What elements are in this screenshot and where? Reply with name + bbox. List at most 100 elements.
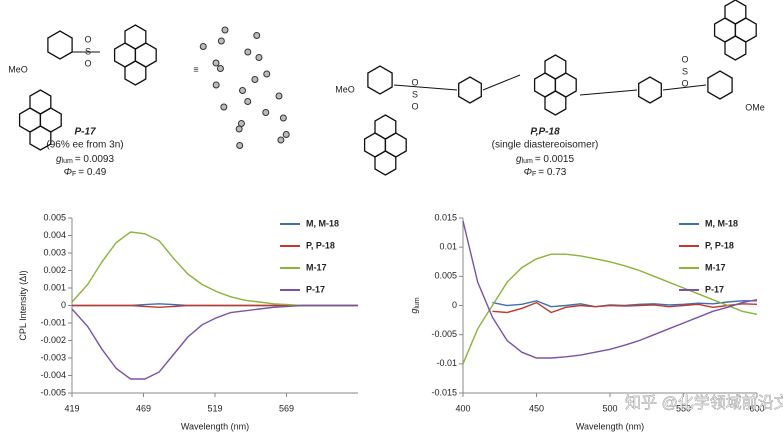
series-line [462,253,758,365]
ring [29,125,52,151]
compound-phi: ΦF = 0.73 [524,167,567,178]
y-tick-label: 0 [61,300,66,310]
legend-label: P-17 [705,284,724,294]
ring [724,35,747,61]
x-tick-label: 500 [602,403,617,413]
series-line [492,301,758,314]
x-tick-label: 419 [64,403,79,413]
atom-label: O [84,34,91,44]
ring [29,89,52,115]
value: = 0.0093 [75,154,115,165]
atom-label: O [411,101,418,111]
bond [393,74,707,96]
atom [277,136,285,144]
atom [216,65,224,72]
atom [262,109,270,116]
legend-label: M-17 [306,262,327,272]
atom-label: S [85,46,91,56]
y-label-sub: lum [414,297,421,308]
y-tick-label: -0.002 [40,335,66,345]
y-tick-label: -0.01 [436,358,457,368]
atom [253,32,261,39]
legend-label: M, M-18 [306,218,339,228]
legend-label: M, M-18 [705,218,738,228]
ring [638,76,662,104]
compound-phi: ΦF = 0.49 [64,167,107,178]
atom [239,87,247,94]
compound-name: P-17 [74,127,96,138]
atom [244,98,252,105]
equiv: ≡ [193,64,198,74]
ring [544,54,567,80]
ring [124,60,147,86]
series-line [72,304,358,309]
atom [236,142,244,149]
atom-label: MeO [335,84,355,94]
ring [724,0,747,25]
compound-name: P,P-18 [530,127,560,138]
ring [367,65,393,95]
y-tick-label: 0.005 [434,271,457,281]
ring [458,76,482,104]
atom-label: S [412,89,418,99]
atom [212,59,220,67]
ring [374,150,397,176]
y-tick-label: -0.015 [431,387,457,397]
x-tick-label: 450 [529,403,544,413]
subscript: lum [62,158,73,165]
value: = 0.0015 [535,154,575,165]
atom-label: O [411,77,418,87]
atom-label: MeO [8,64,28,74]
y-tick-label: -0.005 [40,387,66,397]
compound-note: (96% ee from 3n) [46,140,123,151]
ring [47,30,73,60]
y-tick-label: 0.004 [43,230,66,240]
atom [263,70,271,78]
atom [217,37,225,45]
y-tick-label: -0.001 [40,317,66,327]
atom [199,43,207,50]
x-axis-label: Wavelength (nm) [576,421,644,431]
y-tick-label: 0 [452,300,457,310]
y-tick-label: 0.015 [434,212,457,222]
subscript: F [532,171,536,178]
y-label-main: g [409,309,419,314]
compound-note: (single diastereoisomer) [492,140,599,151]
atom-label: O [681,78,688,88]
atom [251,76,259,83]
atom [220,103,228,111]
atom [221,26,229,34]
symbol: Φ [64,167,72,178]
x-tick-label: 600 [749,403,764,413]
legend-label: P, P-18 [306,240,335,250]
x-tick-label: 469 [136,403,151,413]
atom-label: O [84,58,91,68]
ring [544,90,567,116]
y-tick-label: -0.003 [40,352,66,362]
value: = 0.73 [538,167,567,178]
atom [282,131,290,138]
atom [235,125,243,133]
subscript: F [72,171,76,178]
y-tick-label: 0.001 [43,282,66,292]
legend-label: M-17 [705,262,726,272]
y-label-main: CPL Intensity (ΔI) [18,270,28,340]
compound-glum: glum = 0.0015 [516,154,574,165]
chart: 0.015 0.01 0.005 0 -0.005 -0.01 -0.015 400 450 50… [409,212,764,431]
y-axis-label: glum [409,297,420,313]
y-tick-label: 0.005 [43,212,66,222]
series-line [71,304,358,380]
symbol: g [56,154,62,165]
atom [275,92,283,100]
series-line [462,220,758,359]
atom-label: O [681,54,688,64]
y-tick-label: 0.003 [43,247,66,257]
x-tick-label: 400 [455,403,470,413]
value: = 0.49 [78,167,107,178]
x-axis-label: Wavelength (nm) [181,421,249,431]
y-tick-label: -0.005 [431,329,457,339]
symbol: g [516,154,522,165]
compound-glum: glum = 0.0093 [56,154,114,165]
